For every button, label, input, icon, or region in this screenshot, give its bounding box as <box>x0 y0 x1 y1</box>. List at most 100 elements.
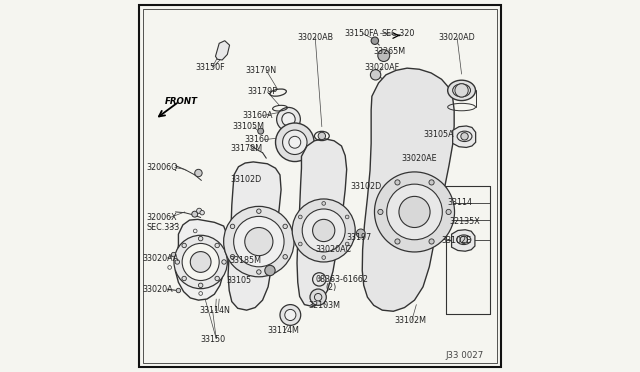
Circle shape <box>283 130 307 154</box>
Ellipse shape <box>447 80 476 100</box>
Circle shape <box>429 180 434 185</box>
Text: FRONT: FRONT <box>165 97 198 106</box>
Text: 33114: 33114 <box>448 198 473 207</box>
Circle shape <box>182 276 186 281</box>
Circle shape <box>223 206 294 277</box>
Text: 33102D: 33102D <box>230 175 262 184</box>
Circle shape <box>176 288 180 293</box>
Circle shape <box>198 283 203 288</box>
Circle shape <box>283 224 287 229</box>
Circle shape <box>285 310 296 321</box>
Circle shape <box>395 239 400 244</box>
Circle shape <box>356 229 365 238</box>
Circle shape <box>182 243 219 280</box>
Ellipse shape <box>452 84 470 97</box>
Circle shape <box>346 242 349 246</box>
Text: 33114M: 33114M <box>268 326 300 335</box>
Text: 33150: 33150 <box>201 335 226 344</box>
Text: 33160: 33160 <box>244 135 269 144</box>
Text: 33105A: 33105A <box>423 129 454 139</box>
Circle shape <box>276 108 300 131</box>
Circle shape <box>265 265 275 276</box>
Polygon shape <box>175 219 227 300</box>
Circle shape <box>196 208 202 214</box>
Polygon shape <box>362 68 454 311</box>
Circle shape <box>378 49 390 61</box>
Text: 33020A: 33020A <box>142 285 173 294</box>
Polygon shape <box>452 230 475 251</box>
Circle shape <box>280 305 301 326</box>
Circle shape <box>374 172 454 252</box>
Circle shape <box>371 70 381 80</box>
Circle shape <box>234 217 284 267</box>
Text: 33150FA: 33150FA <box>345 29 380 38</box>
Circle shape <box>200 211 204 215</box>
Circle shape <box>283 254 287 259</box>
Text: 33265M: 33265M <box>373 47 405 56</box>
Circle shape <box>310 289 326 305</box>
Circle shape <box>395 180 400 185</box>
Circle shape <box>318 132 326 140</box>
Circle shape <box>215 276 220 281</box>
Circle shape <box>175 260 180 264</box>
Text: (2): (2) <box>326 283 337 292</box>
Circle shape <box>302 209 345 252</box>
Polygon shape <box>452 126 476 147</box>
Circle shape <box>222 260 226 264</box>
Text: 33020AA: 33020AA <box>142 254 179 263</box>
Circle shape <box>429 239 434 244</box>
Circle shape <box>282 113 295 126</box>
Circle shape <box>322 202 326 205</box>
Circle shape <box>215 243 220 248</box>
Text: 33020AE: 33020AE <box>401 154 437 163</box>
Circle shape <box>190 251 211 272</box>
Text: 33020AB: 33020AB <box>298 32 334 42</box>
Text: 33160A: 33160A <box>242 111 273 120</box>
Text: 33197: 33197 <box>346 232 371 242</box>
Circle shape <box>312 219 335 241</box>
Circle shape <box>198 236 203 241</box>
Text: 33102E: 33102E <box>442 236 472 246</box>
Text: 33179M: 33179M <box>230 144 262 153</box>
Circle shape <box>346 215 349 219</box>
Text: 33020AF: 33020AF <box>364 63 399 72</box>
Text: SEC.320: SEC.320 <box>381 29 415 38</box>
Text: 33114N: 33114N <box>200 307 230 315</box>
Circle shape <box>289 137 301 148</box>
Circle shape <box>276 123 314 161</box>
Text: 33020AC: 33020AC <box>315 245 351 254</box>
Circle shape <box>230 254 235 259</box>
Circle shape <box>195 169 202 177</box>
Text: 33179N: 33179N <box>246 66 277 75</box>
Polygon shape <box>297 138 347 307</box>
Circle shape <box>174 235 227 289</box>
Circle shape <box>244 228 273 256</box>
Text: 32006Q: 32006Q <box>147 163 178 172</box>
Circle shape <box>322 256 326 259</box>
Text: 33179P: 33179P <box>247 87 277 96</box>
Polygon shape <box>228 162 281 310</box>
Text: J33 0027: J33 0027 <box>445 351 483 360</box>
Circle shape <box>446 209 451 215</box>
Text: 32006X: 32006X <box>147 213 177 222</box>
Polygon shape <box>216 41 230 60</box>
Circle shape <box>378 209 383 215</box>
Circle shape <box>460 236 467 243</box>
Circle shape <box>258 128 264 134</box>
Text: SEC.333: SEC.333 <box>147 223 180 232</box>
Circle shape <box>192 211 198 217</box>
Circle shape <box>172 252 176 257</box>
Circle shape <box>292 199 355 262</box>
Circle shape <box>455 84 468 97</box>
Circle shape <box>399 196 430 228</box>
Circle shape <box>257 209 261 214</box>
Text: 33105: 33105 <box>227 276 252 285</box>
Circle shape <box>371 37 378 44</box>
Circle shape <box>298 242 302 246</box>
Text: 33105M: 33105M <box>233 122 265 131</box>
Text: S: S <box>317 277 321 282</box>
Circle shape <box>230 224 235 229</box>
Circle shape <box>182 243 186 248</box>
Text: 33020AD: 33020AD <box>438 33 476 42</box>
Text: 33150F: 33150F <box>195 63 225 72</box>
